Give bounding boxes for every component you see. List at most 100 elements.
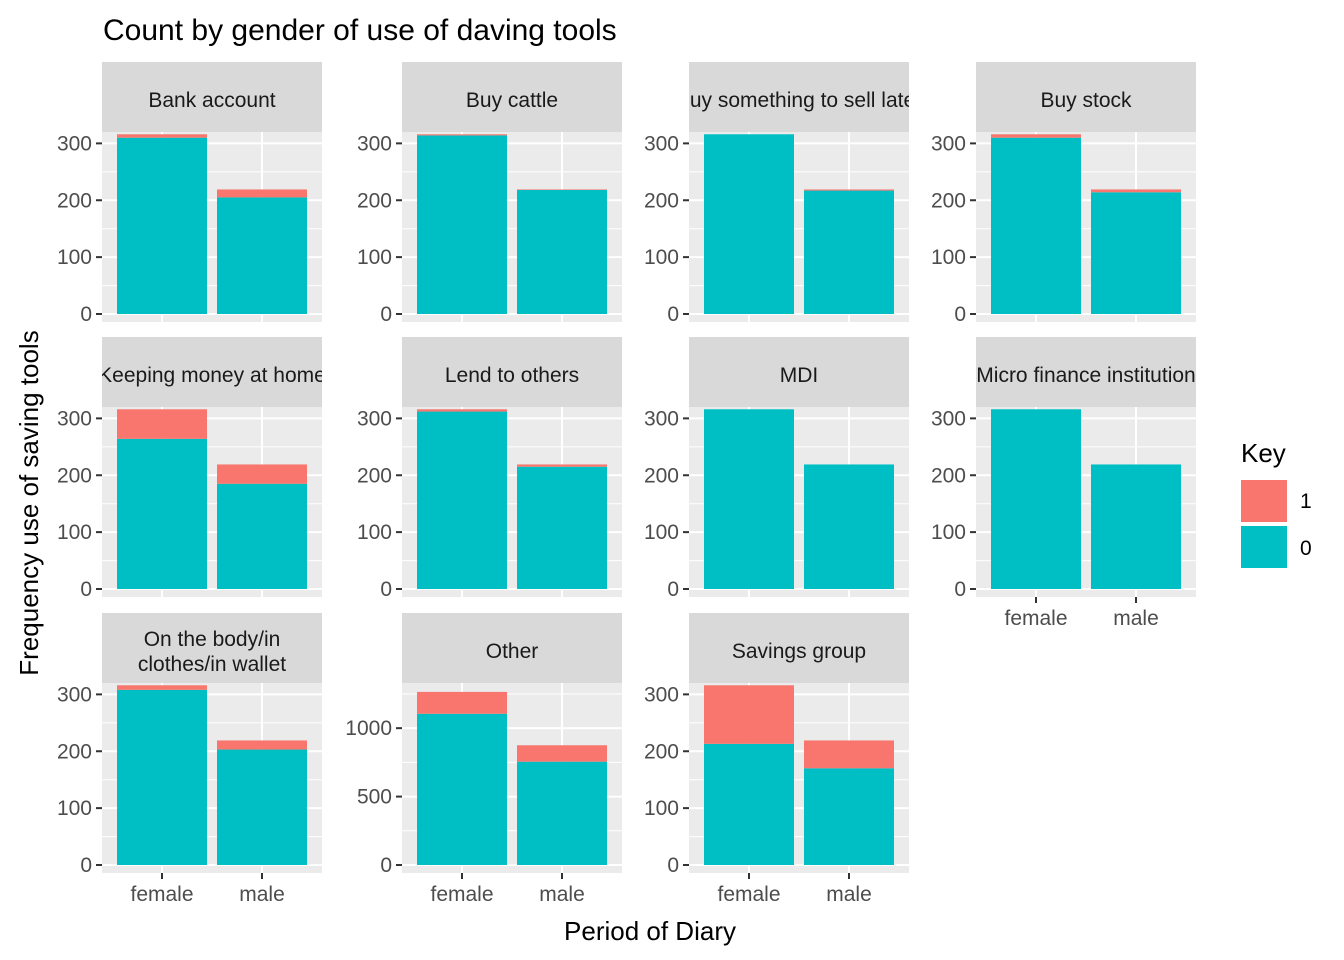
y-tick-label: 100 <box>931 246 966 269</box>
facet-strip-label: Savings group <box>732 640 866 663</box>
bar-segment-1 <box>991 134 1081 138</box>
facet-strip <box>402 62 622 132</box>
x-tick-label: male <box>239 883 285 906</box>
y-tick-label: 1000 <box>345 717 392 740</box>
facet-strip <box>976 337 1196 407</box>
y-tick-label: 200 <box>644 189 679 212</box>
facet-panel: Savings group 0 100 200 300 female male <box>644 613 909 906</box>
chart-title: Count by gender of use of daving tools <box>103 14 617 47</box>
y-tick-label: 100 <box>357 246 392 269</box>
y-tick-label: 200 <box>931 464 966 487</box>
facet-strip-label: MDI <box>780 364 819 387</box>
facet-grid: Bank account 0 100 200 300 Buy cattle 0 100 200 3… <box>57 62 1196 906</box>
bar-segment-0 <box>417 713 507 865</box>
bar-segment-0 <box>417 411 507 589</box>
y-tick-label: 200 <box>357 464 392 487</box>
bar-segment-1 <box>117 409 207 439</box>
bar-segment-0 <box>217 749 307 865</box>
legend: Key 1 0 <box>1241 438 1312 568</box>
y-tick-label: 0 <box>80 578 92 601</box>
x-tick-label: female <box>130 883 193 906</box>
y-tick-label: 300 <box>357 407 392 430</box>
y-tick-label: 100 <box>644 521 679 544</box>
facet-panel: Buy cattle 0 100 200 300 <box>357 62 622 326</box>
facet-strip-label: Micro finance institution <box>976 364 1195 387</box>
bar-segment-0 <box>217 483 307 589</box>
x-tick-label: male <box>539 883 585 906</box>
y-tick-label: 0 <box>380 303 392 326</box>
y-tick-label: 200 <box>931 189 966 212</box>
facet-panel: Bank account 0 100 200 300 <box>57 62 322 326</box>
bar-segment-0 <box>217 197 307 314</box>
x-tick-label: female <box>1004 607 1067 630</box>
facet-panel: Keeping money at home 0 100 200 300 <box>57 337 326 601</box>
y-tick-label: 100 <box>644 797 679 820</box>
facet-strip-label: Lend to others <box>445 364 579 387</box>
bar-segment-1 <box>417 409 507 412</box>
bar-segment-0 <box>804 768 894 865</box>
y-tick-label: 100 <box>57 797 92 820</box>
bar-segment-1 <box>117 685 207 690</box>
bar-segment-0 <box>1091 464 1181 589</box>
bar-segment-0 <box>704 134 794 314</box>
bar-segment-0 <box>517 761 607 865</box>
bar-segment-1 <box>1091 189 1181 193</box>
bar-segment-0 <box>417 135 507 314</box>
y-tick-label: 300 <box>644 132 679 155</box>
y-tick-label: 100 <box>57 521 92 544</box>
facet-strip <box>102 613 322 683</box>
bar-segment-0 <box>517 466 607 589</box>
y-tick-label: 200 <box>644 464 679 487</box>
y-tick-label: 0 <box>667 578 679 601</box>
facet-strip-label: Keeping money at home <box>98 364 326 387</box>
x-axis-title: Period of Diary <box>564 916 736 946</box>
facet-strip <box>402 613 622 683</box>
y-tick-label: 300 <box>644 683 679 706</box>
bar-segment-1 <box>704 685 794 744</box>
y-tick-label: 500 <box>357 786 392 809</box>
y-tick-label: 100 <box>357 521 392 544</box>
facet-panel: MDI 0 100 200 300 <box>644 337 909 601</box>
y-tick-label: 0 <box>954 578 966 601</box>
facet-strip-label: Buy something to sell later <box>676 89 922 112</box>
y-tick-label: 0 <box>80 303 92 326</box>
bar-segment-1 <box>417 691 507 714</box>
y-tick-label: 300 <box>57 407 92 430</box>
y-tick-label: 0 <box>380 578 392 601</box>
legend-label-0: 0 <box>1300 537 1312 560</box>
bar-segment-0 <box>1091 192 1181 314</box>
y-tick-label: 300 <box>357 132 392 155</box>
bar-segment-0 <box>517 190 607 314</box>
facet-strip-label: Bank account <box>148 89 275 112</box>
facet-strip-label: Buy stock <box>1040 89 1132 112</box>
y-tick-label: 300 <box>57 132 92 155</box>
facet-strip <box>102 62 322 132</box>
legend-title: Key <box>1241 438 1286 468</box>
facet-panel: Other 0 500 1000 female male <box>345 613 622 906</box>
y-tick-label: 0 <box>380 854 392 877</box>
bar-segment-1 <box>517 189 607 191</box>
facet-panel: Micro finance institution 0 100 200 300 femal… <box>931 337 1196 630</box>
bar-segment-1 <box>217 464 307 484</box>
legend-swatch-0 <box>1241 526 1287 568</box>
x-tick-label: male <box>1113 607 1159 630</box>
facet-strip <box>976 62 1196 132</box>
y-tick-label: 100 <box>57 246 92 269</box>
facet-panel: Buy something to sell later 0 100 200 300 <box>644 62 922 326</box>
bar-segment-0 <box>117 689 207 865</box>
y-tick-label: 300 <box>57 683 92 706</box>
y-tick-label: 300 <box>931 407 966 430</box>
x-tick-label: female <box>717 883 780 906</box>
bar-segment-0 <box>704 409 794 589</box>
y-tick-label: 0 <box>80 854 92 877</box>
bar-segment-1 <box>417 134 507 136</box>
y-tick-label: 300 <box>644 407 679 430</box>
facet-strip <box>689 337 909 407</box>
y-tick-label: 300 <box>931 132 966 155</box>
bar-segment-0 <box>804 190 894 314</box>
y-tick-label: 0 <box>954 303 966 326</box>
bar-segment-0 <box>117 438 207 589</box>
bar-segment-1 <box>217 740 307 750</box>
facet-panel: Buy stock 0 100 200 300 <box>931 62 1196 326</box>
